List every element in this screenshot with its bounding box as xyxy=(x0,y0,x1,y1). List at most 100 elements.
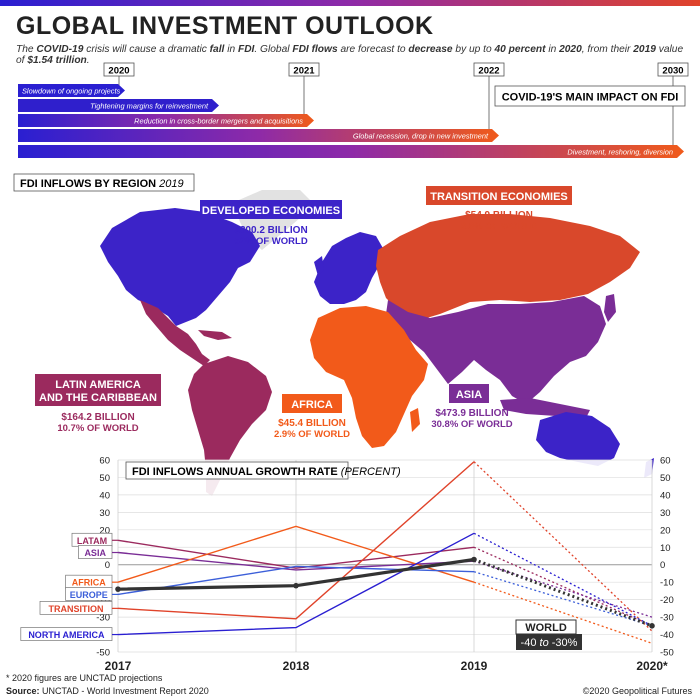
subtitle-fragment: The xyxy=(16,44,37,55)
subtitle-fragment: $1.54 trillion xyxy=(27,55,87,66)
subtitle-fragment: FDI xyxy=(237,44,255,55)
year-label: 2022 xyxy=(478,66,499,77)
y-tick-label: 10 xyxy=(660,543,671,554)
series-europe xyxy=(117,565,653,627)
region-share: 3.6% OF WORLD xyxy=(461,221,537,232)
subtitle-fragment: 2019 xyxy=(633,44,656,55)
region-label-asia: ASIA $473.9 BILLION 30.8% OF WORLD xyxy=(431,384,513,430)
region-value: $800.2 BILLION xyxy=(234,225,307,236)
region-share: 2.9% OF WORLD xyxy=(274,429,350,440)
region-share: 10.7% OF WORLD xyxy=(57,423,138,434)
region-label-latam: LATIN AMERICA AND THE CARIBBEAN $164.2 B… xyxy=(35,374,161,434)
y-tick-label: 40 xyxy=(660,490,671,501)
legend-label-transition: TRANSITION xyxy=(39,601,118,615)
data-point xyxy=(293,582,299,589)
map-heading: FDI INFLOWS BY REGION 2019 xyxy=(20,178,184,190)
region-label-transition: TRANSITION ECONOMIES $54.9 BILLION 3.6% … xyxy=(426,186,572,232)
subtitle-fragment: FDI flows xyxy=(292,44,338,55)
region-shape-japan xyxy=(604,294,616,322)
year-label: 2021 xyxy=(293,66,315,77)
subtitle-fragment: in xyxy=(545,44,560,55)
region-name: DEVELOPED ECONOMIES xyxy=(202,205,340,217)
legend-label-text: TRANSITION xyxy=(49,604,104,614)
legend-label-europe: EUROPE xyxy=(65,587,118,601)
series-latam xyxy=(117,539,653,627)
copyright: ©2020 Geopolitical Futures xyxy=(582,686,692,696)
y-tick-label: 20 xyxy=(660,525,671,536)
legend-label-latam: LATAM xyxy=(71,532,118,547)
subtitle-fragment: in xyxy=(224,44,238,55)
series-world xyxy=(115,556,655,629)
map-heading-box xyxy=(13,173,195,192)
subtitle-fragment: are forecast to xyxy=(337,44,409,55)
region-value: $54.9 BILLION xyxy=(465,210,533,221)
impact-arrow-1: Slowdown of ongoing projects xyxy=(18,84,125,97)
legend-label-text: EUROPE xyxy=(70,590,108,600)
y-tick-label: 30 xyxy=(99,508,110,519)
x-tick-label: 2018 xyxy=(283,659,310,673)
region-share: 52% OF WORLD xyxy=(234,236,308,247)
x-tick-label: 2020* xyxy=(636,659,668,673)
timeline-year-2030: 2030 xyxy=(657,62,689,155)
legend-label-text: ASIA xyxy=(84,548,106,558)
series-line xyxy=(117,532,475,636)
subtitle-fragment: value of xyxy=(16,44,684,66)
series-projection-line xyxy=(473,532,653,627)
world-range-part: -40 xyxy=(521,637,537,649)
y-tick-label: 0 xyxy=(660,560,665,571)
data-point xyxy=(471,556,477,563)
series-line xyxy=(117,461,475,620)
subtitle-fragment: . Global xyxy=(254,44,293,55)
data-point xyxy=(649,623,655,629)
y-tick-label: 50 xyxy=(99,473,110,484)
region-value: $45.4 BILLION xyxy=(278,418,346,429)
timeline-year-2021: 2021 xyxy=(288,62,320,125)
impact-arrow-4: Global recession, drop in new investment xyxy=(18,129,499,142)
subtitle-fragment: by up to xyxy=(452,44,495,55)
data-point xyxy=(115,586,121,592)
chart-title-box: FDI INFLOWS ANNUAL GROWTH RATE (PERCENT) xyxy=(125,461,401,480)
impact-label: Slowdown of ongoing projects xyxy=(22,87,120,96)
growth-rate-chart: 60 50 40 30 20 10 0 -10 -20 -30 -40 -50 60 50 40 30 201… xyxy=(20,456,674,673)
series-projection-line xyxy=(473,558,653,628)
subtitle-fragment: , from their xyxy=(581,44,634,55)
x-tick-label: 2019 xyxy=(461,659,488,673)
series-north-america xyxy=(117,532,653,636)
subtitle-fragment: 40 percent xyxy=(494,44,546,55)
subtitle-fragment: crisis will cause a dramatic xyxy=(83,44,210,55)
world-map: FDI INFLOWS BY REGION 2019 DEVELOPED ECO… xyxy=(13,173,654,496)
x-axis: 2017 2018 2019 2020* xyxy=(105,659,668,673)
region-shape-madagascar xyxy=(410,408,420,432)
series-africa xyxy=(117,525,653,644)
subtitle-fragment: 2020 xyxy=(559,44,582,55)
y-tick-label: -30 xyxy=(96,613,110,624)
legend-label-africa: AFRICA xyxy=(65,574,118,589)
region-shape-caribbean xyxy=(198,330,232,340)
page-subtitle: The COVID-19 crisis will cause a dramati… xyxy=(16,44,686,66)
legend-label-text: NORTH AMERICA xyxy=(28,630,105,640)
impact-label: Divestment, reshoring, diversion xyxy=(567,148,673,157)
series-line xyxy=(117,539,475,569)
x-tick-label: 2017 xyxy=(105,659,132,673)
region-shape-asia xyxy=(386,296,606,404)
world-range-part: -30% xyxy=(549,637,578,649)
series-projection-line xyxy=(473,546,653,627)
y-tick-label: 20 xyxy=(99,525,110,536)
legend-label-asia: ASIA xyxy=(78,545,118,559)
subtitle-fragment: decrease xyxy=(408,44,453,55)
region-shape-australia xyxy=(536,412,620,466)
region-name: ASIA xyxy=(456,389,482,401)
world-annotation: WORLD -40 to -30% xyxy=(515,619,582,650)
y-tick-label: 50 xyxy=(660,473,671,484)
y-axis-right: 60 50 40 30 20 10 0 -10 -20 -30 -40 -50 xyxy=(660,456,674,659)
region-shape-uk xyxy=(314,256,324,276)
world-range: -40 to -30% xyxy=(521,637,578,649)
region-shape-africa xyxy=(310,306,428,448)
region-shape-north-america xyxy=(100,208,260,326)
region-value: $473.9 BILLION xyxy=(435,408,508,419)
subtitle-fragment: COVID-19 xyxy=(36,44,84,55)
impact-arrow-2: Tightening margins for reinvestment xyxy=(18,99,219,112)
region-shape-central-america xyxy=(140,300,210,366)
region-name: AFRICA xyxy=(291,399,333,411)
